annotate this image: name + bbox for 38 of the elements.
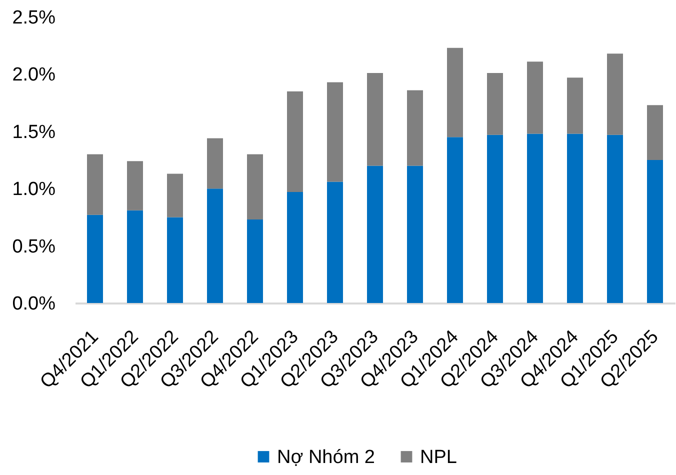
bar bbox=[527, 134, 543, 303]
bar bbox=[487, 73, 503, 135]
bar bbox=[167, 174, 183, 218]
bar bbox=[367, 73, 383, 166]
bar bbox=[247, 154, 263, 220]
bar bbox=[367, 166, 383, 303]
bar bbox=[607, 54, 623, 135]
bar bbox=[607, 134, 623, 303]
bar bbox=[647, 105, 663, 160]
bar bbox=[207, 138, 223, 189]
bar bbox=[487, 134, 503, 303]
bar bbox=[407, 90, 423, 166]
y-tick-label: 0.5% bbox=[12, 236, 56, 258]
bar bbox=[567, 78, 583, 134]
bar bbox=[287, 91, 303, 192]
bar bbox=[207, 188, 223, 303]
bar bbox=[87, 154, 103, 215]
y-tick-label: 2.0% bbox=[12, 64, 56, 86]
legend-label: NPL bbox=[420, 446, 457, 468]
bar bbox=[567, 134, 583, 303]
bar bbox=[87, 214, 103, 303]
bar bbox=[447, 48, 463, 138]
bar bbox=[287, 192, 303, 303]
bar bbox=[327, 182, 343, 303]
bar bbox=[127, 210, 143, 303]
bar bbox=[647, 160, 663, 303]
y-tick-label: 0.0% bbox=[12, 294, 56, 314]
bar bbox=[167, 217, 183, 303]
legend-label: Nợ Nhóm 2 bbox=[277, 446, 375, 468]
y-tick-label: 1.5% bbox=[12, 122, 56, 143]
bar bbox=[247, 219, 263, 303]
bar bbox=[447, 137, 463, 303]
y-tick-label: 2.5% bbox=[12, 8, 56, 28]
bar bbox=[527, 62, 543, 134]
y-tick-label: 1.0% bbox=[12, 179, 56, 200]
bar bbox=[327, 82, 343, 182]
bar bbox=[127, 161, 143, 210]
bar bbox=[407, 166, 423, 303]
